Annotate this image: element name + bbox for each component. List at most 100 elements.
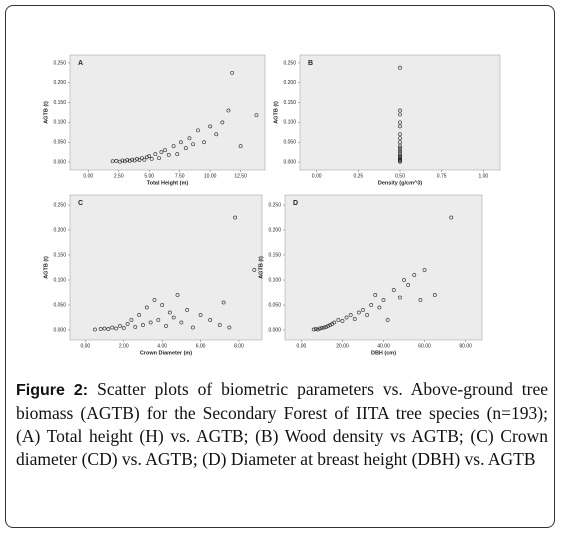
plot-area [69, 54, 266, 171]
point [398, 150, 402, 155]
y-tick-label: 0.000 [53, 159, 66, 165]
y-tick-label: 0.100 [53, 120, 66, 126]
point [133, 325, 138, 329]
point [144, 305, 149, 310]
y-tick-label: 0.200 [283, 80, 296, 86]
point [114, 158, 119, 163]
point [93, 327, 97, 332]
x-tick-label: 0.50 [395, 173, 405, 179]
point [217, 323, 222, 327]
point [398, 152, 402, 157]
y-tick-label: 0.250 [268, 202, 281, 208]
point [340, 319, 345, 323]
y-tick-label: 0.000 [53, 327, 66, 333]
point [381, 298, 386, 302]
point [398, 112, 402, 117]
y-tick-label: 0.150 [283, 100, 296, 106]
plot-area [284, 194, 483, 341]
x-tick-label: 0.25 [353, 173, 363, 179]
point [156, 318, 161, 322]
x-tick-label: 0.00 [80, 343, 90, 349]
x-tick-label: 10.00 [204, 173, 217, 179]
x-tick-label: 6.00 [196, 343, 206, 349]
point [320, 326, 324, 330]
point [196, 128, 200, 133]
point [398, 120, 402, 125]
x-tick-label: 60.00 [418, 343, 431, 349]
y-tick-label: 0.150 [53, 100, 66, 106]
point [148, 320, 153, 325]
point [315, 327, 320, 332]
x-tick-label: 20.00 [336, 343, 349, 349]
point [214, 132, 219, 137]
point [141, 323, 145, 327]
point [118, 324, 122, 328]
point [102, 326, 107, 331]
point [152, 298, 157, 302]
point [98, 327, 103, 331]
point [190, 325, 195, 330]
x-tick-label: 2.00 [119, 343, 129, 349]
point [422, 268, 427, 272]
point [352, 317, 357, 321]
y-tick-label: 0.000 [283, 159, 296, 165]
point [311, 327, 316, 332]
point [164, 324, 168, 328]
y-tick-label: 0.150 [268, 252, 281, 258]
point [336, 318, 341, 322]
x-tick-label: 5.00 [144, 173, 154, 179]
plot-area [69, 194, 263, 341]
x-axis-label: DBH (cm) [371, 350, 396, 356]
point [110, 325, 115, 330]
point [227, 325, 232, 330]
y-tick-label: 0.250 [283, 60, 296, 66]
y-tick-label: 0.000 [268, 327, 281, 333]
point [344, 315, 349, 320]
point [120, 158, 125, 163]
point [373, 293, 378, 297]
point [326, 324, 330, 328]
point [179, 320, 184, 325]
point [412, 273, 417, 277]
point [166, 153, 171, 157]
panel-letter: A [78, 60, 83, 67]
point [398, 132, 402, 137]
point [221, 300, 226, 305]
point [125, 322, 130, 326]
point [348, 313, 353, 317]
point [398, 136, 402, 141]
point [369, 303, 374, 307]
point [185, 308, 190, 312]
point [356, 310, 361, 315]
point [171, 315, 176, 320]
point [147, 154, 152, 159]
point [361, 308, 365, 312]
point [175, 293, 180, 297]
caption-label: Figure 2: [16, 382, 89, 399]
point [159, 150, 164, 155]
point [160, 303, 165, 307]
y-tick-label: 0.250 [53, 60, 66, 66]
y-axis-label: AGTB (t) [43, 101, 49, 124]
point [322, 325, 326, 330]
y-tick-label: 0.050 [268, 302, 281, 308]
point [226, 108, 231, 113]
y-tick-label: 0.050 [53, 302, 66, 308]
x-tick-label: 0.00 [83, 173, 93, 179]
point [202, 140, 206, 145]
x-tick-label: 80.00 [459, 343, 472, 349]
point [153, 152, 158, 157]
panel-letter: B [308, 60, 313, 67]
point [142, 157, 147, 162]
point [449, 215, 454, 220]
point [183, 146, 188, 151]
point [398, 140, 402, 145]
y-tick-label: 0.100 [283, 120, 296, 126]
y-axis-label: AGTB (t) [43, 256, 49, 279]
point [398, 156, 402, 161]
point [238, 144, 243, 149]
x-tick-label: 40.00 [377, 343, 390, 349]
point [163, 148, 167, 153]
y-tick-label: 0.200 [53, 80, 66, 86]
y-tick-label: 0.150 [53, 252, 66, 258]
